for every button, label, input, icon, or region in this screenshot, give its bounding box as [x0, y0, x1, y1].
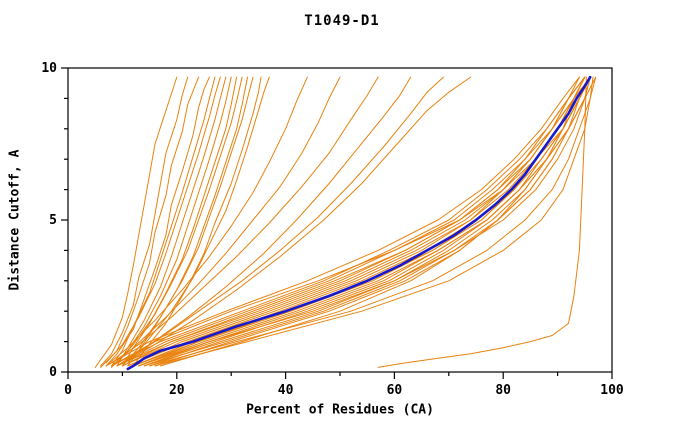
axis-tick-labels: 0 20 40 60 80 100 0 5 10 — [41, 61, 624, 398]
x-axis-label: Percent of Residues (CA) — [246, 402, 434, 418]
svg-text:0: 0 — [64, 383, 72, 398]
highlight-curve — [126, 75, 592, 371]
svg-text:0: 0 — [49, 365, 57, 380]
svg-text:80: 80 — [495, 383, 511, 398]
svg-text:40: 40 — [278, 383, 294, 398]
svg-text:60: 60 — [387, 383, 403, 398]
svg-text:20: 20 — [169, 383, 185, 398]
svg-text:5: 5 — [49, 213, 57, 228]
axis-ticks — [61, 67, 613, 379]
plot-title: T1049-D1 — [304, 13, 380, 29]
svg-text:10: 10 — [41, 61, 57, 76]
model-curves — [94, 76, 597, 368]
svg-text:100: 100 — [600, 383, 624, 398]
